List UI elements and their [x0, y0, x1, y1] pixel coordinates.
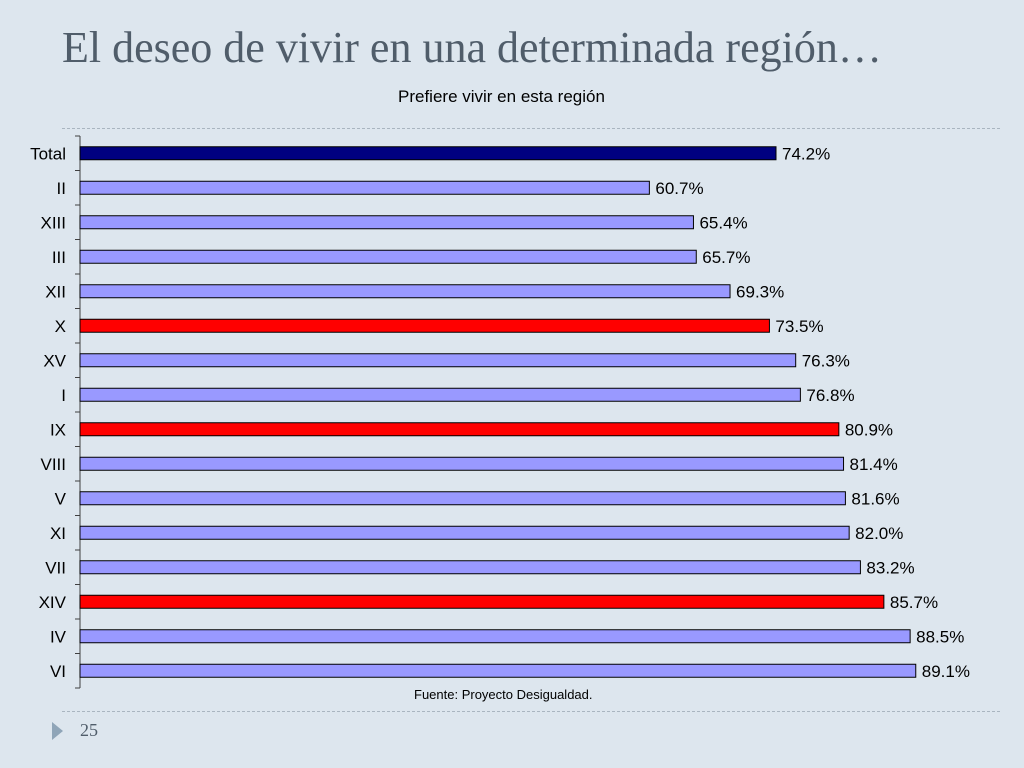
data-label: 65.4%: [699, 213, 747, 232]
category-label: IV: [50, 627, 67, 646]
category-label: VI: [50, 662, 66, 681]
data-label: 85.7%: [890, 593, 938, 612]
chart-source: Fuente: Proyecto Desigualdad.: [414, 687, 593, 702]
category-label: III: [52, 248, 66, 267]
bar: [79, 560, 861, 575]
category-label: IX: [50, 420, 66, 439]
slide-number: 25: [80, 720, 98, 740]
bar: [79, 491, 846, 506]
bar: [79, 387, 801, 402]
bar: [79, 422, 840, 437]
bar: [79, 180, 650, 195]
data-label: 76.3%: [802, 351, 850, 370]
bar: [79, 353, 797, 368]
data-label: 65.7%: [702, 248, 750, 267]
category-label: I: [61, 386, 66, 405]
data-label: 83.2%: [866, 558, 914, 577]
data-label: 81.4%: [850, 455, 898, 474]
data-label: 73.5%: [775, 317, 823, 336]
category-label: XII: [45, 282, 66, 301]
data-label: 76.8%: [806, 386, 854, 405]
data-label: 80.9%: [845, 420, 893, 439]
chart-title: Prefiere vivir en esta región: [398, 87, 605, 106]
data-label: 89.1%: [922, 662, 970, 681]
bar: [79, 594, 885, 609]
category-label: Total: [30, 144, 66, 163]
bar: [79, 318, 770, 333]
data-label: 88.5%: [916, 627, 964, 646]
data-label: 60.7%: [655, 179, 703, 198]
bar: [79, 215, 694, 230]
slide-title: El deseo de vivir en una determinada reg…: [62, 23, 882, 72]
category-label: VIII: [40, 455, 66, 474]
category-label: XIII: [40, 213, 66, 232]
category-label: V: [55, 489, 67, 508]
bar: [79, 284, 731, 299]
bar: [79, 629, 911, 644]
top-divider: [62, 128, 1000, 129]
category-label: XIV: [39, 593, 67, 612]
bar: [79, 663, 917, 678]
data-label: 74.2%: [782, 144, 830, 163]
data-label: 81.6%: [851, 489, 899, 508]
bar: [79, 146, 777, 161]
bar: [79, 456, 845, 471]
data-label: 82.0%: [855, 524, 903, 543]
category-label: XI: [50, 524, 66, 543]
category-label: X: [55, 317, 66, 336]
bottom-divider: [62, 711, 1000, 712]
page-marker-icon: [52, 722, 63, 740]
category-label: II: [57, 179, 66, 198]
bar: [79, 525, 850, 540]
bar: [79, 249, 697, 264]
category-label: VII: [45, 558, 66, 577]
data-label: 69.3%: [736, 282, 784, 301]
category-label: XV: [43, 351, 66, 370]
